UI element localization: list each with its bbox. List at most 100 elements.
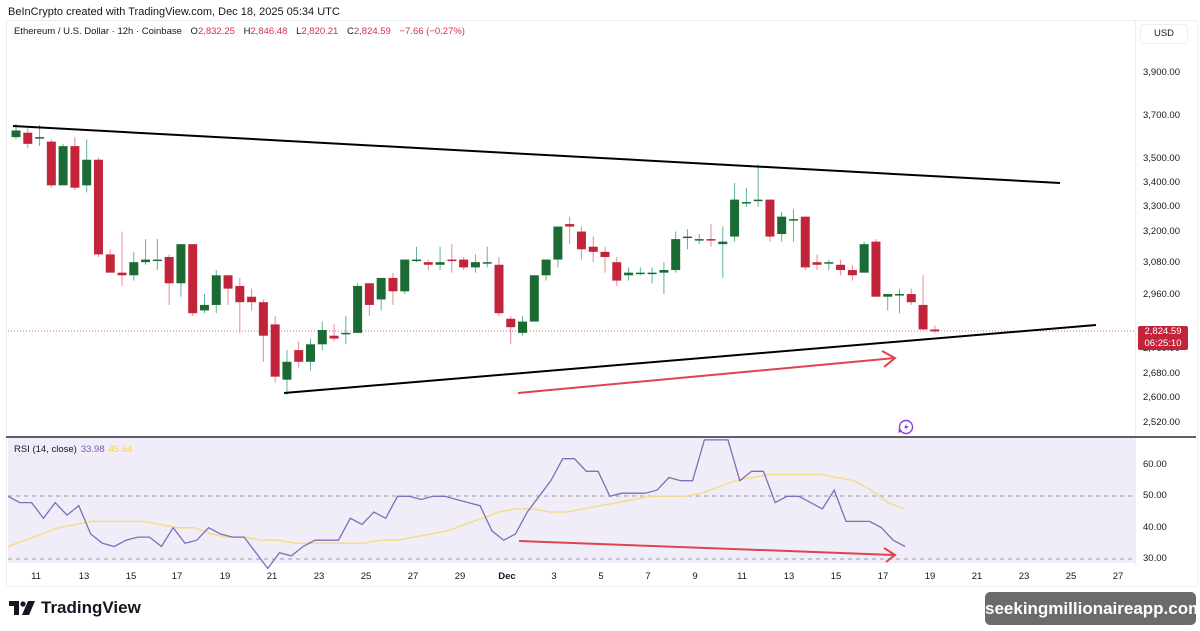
low-value: 2,820.21 [301,26,339,37]
tradingview-logo[interactable]: TradingView [9,598,141,618]
time-tick: 17 [171,571,183,582]
price-tick: 3,080.00 [1143,257,1180,268]
candle-body [117,272,127,276]
rsi-legend[interactable]: RSI (14, close) 33.98 45.64 [14,444,132,455]
candle-body [11,130,21,138]
candle-body [871,241,881,297]
price-axis-divider [1135,20,1136,565]
candle-body [800,216,810,268]
candle-body [470,262,480,268]
rsi-tick: 60.00 [1143,459,1167,470]
candle-body [730,199,740,237]
candle-body [659,270,669,273]
time-tick: 19 [219,571,231,582]
candle-body [706,239,716,241]
candle-body [671,239,681,271]
candle-body [176,244,186,284]
candle-body [494,264,504,314]
candle-body [258,302,268,336]
candle-body [459,259,469,268]
candle-body [247,296,257,303]
price-tick: 3,700.00 [1143,110,1180,121]
rsi-title: RSI (14, close) [14,444,77,455]
time-tick: 17 [877,571,889,582]
candlestick-series [11,123,940,395]
symbol-title[interactable]: Ethereum / U.S. Dollar · 12h · Coinbase [14,26,182,37]
candle-body [482,262,492,264]
rsi-tick: 30.00 [1143,553,1167,564]
lightning-alert-icon [898,419,914,435]
pane-separator[interactable] [6,436,1196,438]
time-tick: 13 [78,571,90,582]
time-tick: 21 [971,571,983,582]
candle-body [82,159,92,186]
candle-body [824,262,834,264]
time-tick: 27 [407,571,419,582]
candle-body [553,226,563,260]
candle-body [294,350,304,362]
candle-body [223,275,233,289]
price-tick: 3,200.00 [1143,226,1180,237]
candle-body [918,304,928,330]
candle-body [753,199,763,202]
candle-body [46,141,56,186]
current-price-value: 2,824.59 [1144,326,1182,337]
price-higher-lows-arrow [517,350,897,394]
time-tick: 27 [1112,571,1124,582]
candle-body [682,236,692,239]
time-tick: 9 [692,571,698,582]
candle-body [624,272,634,276]
time-tick: 3 [551,571,557,582]
candle-body [741,202,751,204]
time-tick: 13 [783,571,795,582]
candle-body [529,275,539,322]
time-tick-month: Dec [498,571,516,582]
candle-body [412,259,422,262]
tradingview-logo-icon [9,601,35,615]
candle-body [152,259,162,262]
symbol-legend: Ethereum / U.S. Dollar · 12h · Coinbase … [14,26,465,37]
candle-body [447,259,457,262]
candle-body [400,259,410,292]
high-value: 2,846.48 [250,26,288,37]
candle-body [895,294,904,296]
price-tick: 2,520.00 [1143,417,1180,428]
open-label: O [190,26,198,37]
candle-body [518,321,528,333]
rsi-ma-line [7,473,906,548]
time-tick: 19 [924,571,936,582]
candle-body [105,254,115,273]
time-tick: 5 [598,571,604,582]
candle-body [388,277,398,292]
rsi-divergence-arrow [518,540,897,563]
candle-body [647,272,657,275]
price-tick: 3,400.00 [1143,177,1180,188]
candle-body [235,285,245,303]
candle-body [612,262,622,281]
time-tick: 25 [360,571,372,582]
price-tick: 3,900.00 [1143,67,1180,78]
open-value: 2,832.25 [197,26,235,37]
price-tick: 2,960.00 [1143,289,1180,300]
time-tick: 15 [125,571,137,582]
currency-button[interactable]: USD [1140,24,1188,44]
time-tick: 11 [31,571,41,582]
rsi-tick: 40.00 [1143,522,1167,533]
candle-body [906,294,916,303]
rsi-line [7,439,906,570]
current-price-tag: 2,824.59 06:25:10 [1138,326,1188,350]
candle-body [694,239,704,241]
candle-body [423,262,433,265]
time-tick: 7 [645,571,651,582]
candle-body [859,244,869,273]
candle-body [506,318,516,328]
candle-body [141,259,151,263]
time-tick: 15 [830,571,842,582]
change-value: −7.66 (−0.27%) [399,26,465,37]
bar-countdown: 06:25:10 [1144,338,1182,349]
time-tick: 29 [454,571,466,582]
candle-body [23,132,33,144]
candle-body [635,272,645,275]
time-tick: 21 [266,571,278,582]
